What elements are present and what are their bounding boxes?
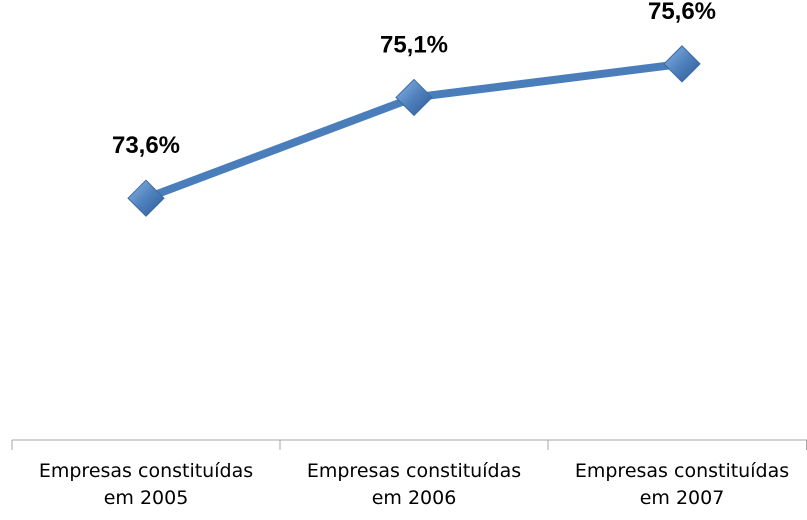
data-label: 75,6% [648,0,716,25]
data-label: 75,1% [380,31,448,58]
x-tick-label: Empresas constituídas em 2005 [38,460,254,509]
marker [127,179,165,217]
data-label: 73,6% [112,132,180,159]
x-tick-label: Empresas constituídas em 2007 [574,460,790,509]
x-tick-label: Empresas constituídas em 2006 [306,460,522,509]
marker [663,45,701,83]
marker [395,78,433,117]
